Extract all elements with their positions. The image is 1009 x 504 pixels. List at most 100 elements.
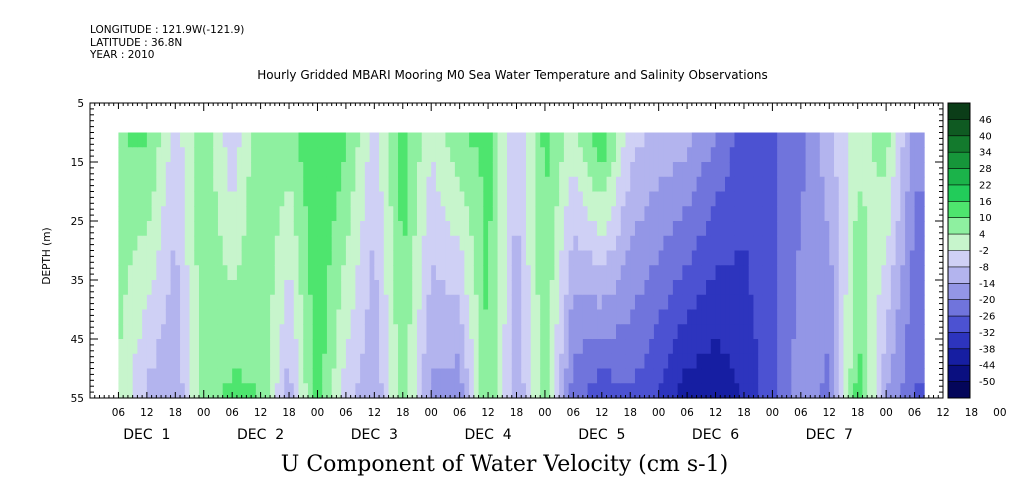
heatmap-cell — [857, 353, 864, 370]
heatmap-cell — [672, 250, 679, 266]
heatmap-cell — [886, 294, 892, 311]
heatmap-cell — [791, 339, 797, 355]
heatmap-cell — [739, 309, 745, 325]
heatmap-cell — [800, 206, 807, 222]
heatmap-cell — [464, 250, 470, 266]
x-hour-tick-label: 18 — [169, 407, 182, 419]
heatmap-cell — [507, 132, 513, 148]
heatmap-cell — [559, 294, 565, 311]
heatmap-cell — [554, 235, 560, 252]
heatmap-cell — [307, 324, 314, 340]
heatmap-cell — [180, 206, 186, 222]
heatmap-cell — [819, 162, 826, 178]
heatmap-cell — [805, 324, 811, 340]
heatmap-cell — [852, 191, 859, 207]
heatmap-cell — [374, 324, 380, 340]
heatmap-cell — [516, 368, 522, 384]
heatmap-cell — [435, 309, 442, 325]
heatmap-cell — [440, 324, 447, 340]
heatmap-cell — [217, 162, 224, 178]
heatmap-cell — [758, 176, 764, 193]
heatmap-cell — [355, 176, 361, 193]
heatmap-cell — [611, 132, 617, 148]
heatmap-cell — [639, 383, 646, 399]
heatmap-cell — [289, 176, 295, 193]
heatmap-cell — [341, 383, 347, 399]
heatmap-cell — [852, 235, 859, 252]
heatmap-cell — [156, 353, 162, 370]
heatmap-cell — [184, 280, 191, 296]
heatmap-cell — [890, 250, 897, 266]
heatmap-cell — [886, 147, 892, 163]
heatmap-cell — [312, 221, 319, 237]
heatmap-cell — [483, 309, 489, 325]
heatmap-cell — [222, 235, 229, 252]
heatmap-cell — [592, 162, 598, 178]
heatmap-cell — [127, 147, 134, 163]
heatmap-cell — [819, 324, 826, 340]
heatmap-cell — [331, 162, 338, 178]
heatmap-cell — [251, 383, 257, 399]
heatmap-cell — [236, 206, 243, 222]
heatmap-cell — [871, 368, 878, 384]
heatmap-cell — [137, 368, 143, 384]
heatmap-cell — [634, 235, 641, 252]
heatmap-cell — [293, 368, 300, 384]
heatmap-cell — [559, 368, 565, 384]
heatmap-cell — [758, 309, 764, 325]
heatmap-cell — [611, 191, 617, 207]
heatmap-cell — [289, 250, 295, 266]
heatmap-cell — [393, 250, 399, 266]
heatmap-cell — [222, 250, 229, 266]
heatmap-cell — [876, 221, 882, 237]
heatmap-cell — [180, 235, 186, 252]
heatmap-cell — [241, 294, 247, 311]
heatmap-cell — [217, 176, 224, 193]
heatmap-cell — [251, 265, 257, 281]
heatmap-cell — [886, 368, 892, 384]
heatmap-cell — [416, 235, 423, 252]
heatmap-cell — [146, 235, 153, 252]
heatmap-cell — [597, 176, 603, 193]
heatmap-cell — [919, 368, 925, 384]
heatmap-cell — [563, 206, 570, 222]
heatmap-cell — [407, 221, 413, 237]
heatmap-cell — [838, 235, 845, 252]
heatmap-cell — [137, 265, 143, 281]
heatmap-cell — [521, 309, 527, 325]
heatmap-cell — [857, 250, 864, 266]
heatmap-cell — [772, 191, 778, 207]
heatmap-cell — [156, 221, 162, 237]
heatmap-cell — [454, 162, 461, 178]
heatmap-cell — [435, 339, 442, 355]
heatmap-cell — [492, 147, 499, 163]
heatmap-cell — [293, 324, 300, 340]
heatmap-cell — [900, 353, 906, 370]
heatmap-cell — [298, 265, 304, 281]
heatmap-cell — [895, 280, 901, 296]
heatmap-cell — [876, 309, 882, 325]
heatmap-cell — [407, 206, 413, 222]
heatmap-cell — [620, 309, 627, 325]
heatmap-cell — [488, 280, 494, 296]
heatmap-cell — [274, 294, 281, 311]
heatmap-cell — [696, 162, 702, 178]
heatmap-cell — [421, 324, 428, 340]
heatmap-cell — [236, 221, 243, 237]
heatmap-cell — [748, 250, 755, 266]
heatmap-cell — [478, 147, 484, 163]
heatmap-cell — [502, 191, 508, 207]
heatmap-cell — [720, 176, 726, 193]
heatmap-cell — [293, 191, 300, 207]
heatmap-cell — [796, 294, 802, 311]
heatmap-cell — [810, 309, 816, 325]
heatmap-cell — [819, 309, 826, 325]
heatmap-cell — [587, 235, 593, 252]
heatmap-cell — [440, 309, 447, 325]
heatmap-cell — [919, 353, 925, 370]
heatmap-cell — [682, 324, 688, 340]
heatmap-cell — [582, 235, 589, 252]
heatmap-cell — [525, 221, 532, 237]
heatmap-cell — [341, 309, 347, 325]
heatmap-cell — [445, 250, 451, 266]
